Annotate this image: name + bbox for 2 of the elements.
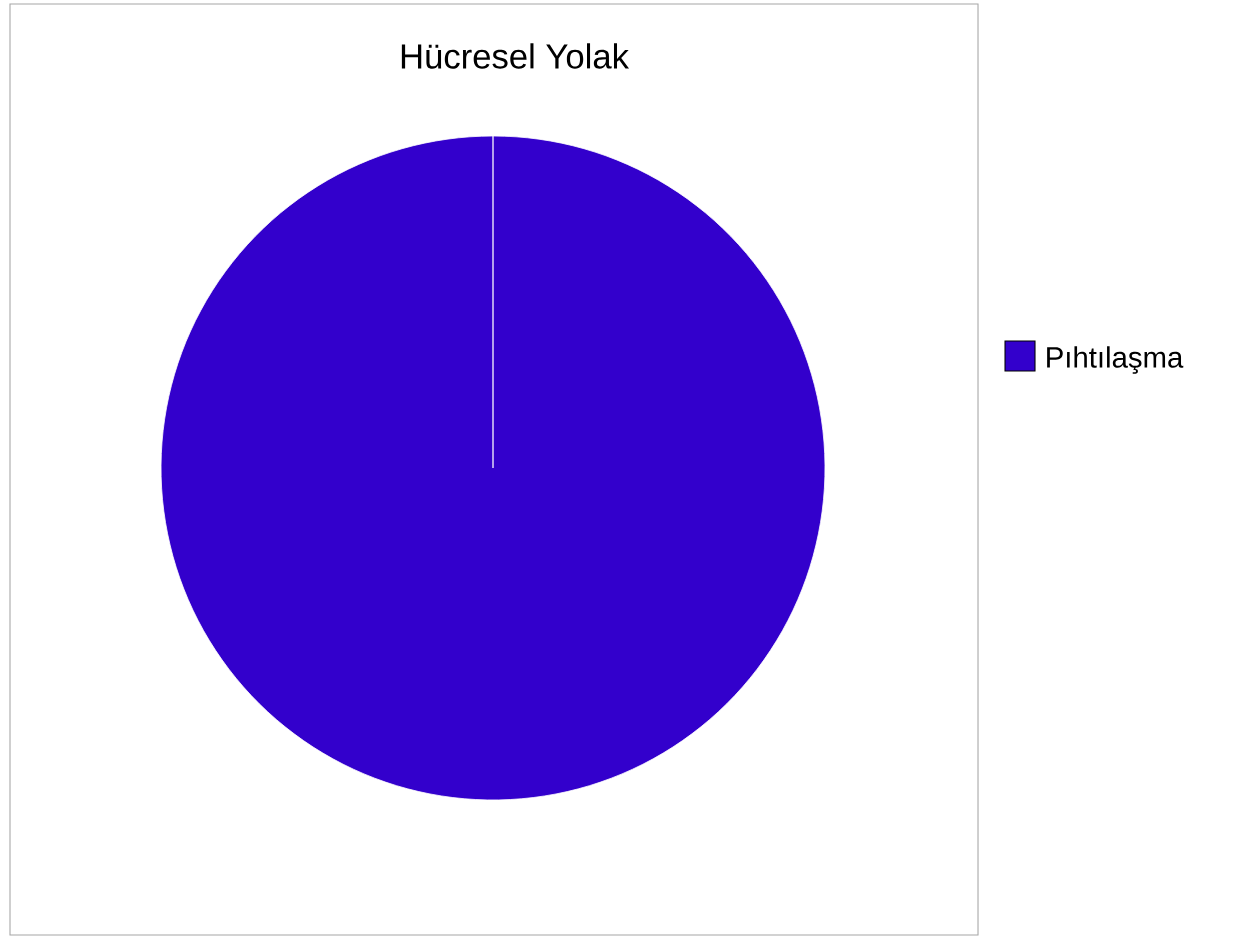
- legend-label: Pıhtılaşma: [1047, 346, 1184, 374]
- chart-title: Hücresel Yolak: [401, 43, 630, 69]
